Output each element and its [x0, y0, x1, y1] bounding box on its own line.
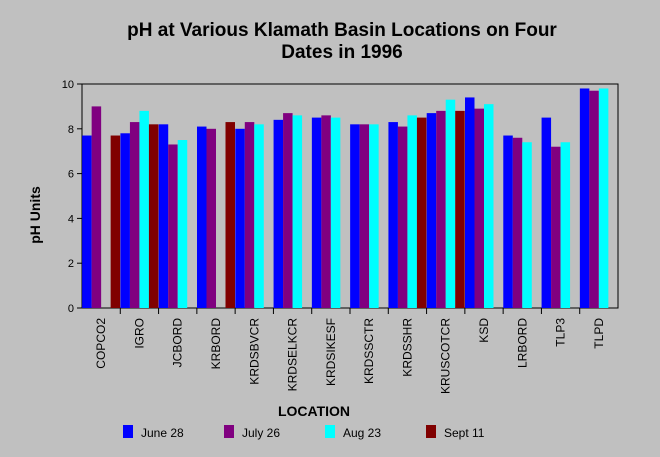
y-tick-label: 0 [68, 303, 74, 315]
legend-swatch [426, 425, 436, 438]
bar-june-28-lrbord [503, 135, 513, 308]
bar-aug-23-lrbord [522, 142, 532, 308]
bar-july-26-tlpd [589, 90, 599, 308]
bar-june-28-jcbord [158, 124, 169, 308]
y-tick-label: 6 [68, 169, 74, 181]
bar-aug-23-jcbord [177, 140, 188, 308]
bar-aug-23-tlp3 [560, 142, 571, 308]
x-tick-label: KSD [477, 318, 491, 343]
bar-june-28-krdsshr [388, 122, 398, 308]
bar-sept-11-krbord [225, 122, 235, 308]
bar-aug-23-krdselkcr [292, 115, 303, 308]
x-tick-label: KRDSIKESF [324, 318, 338, 386]
x-tick-label: KRUSCOTCR [439, 318, 453, 394]
x-tick-label: IGRO [132, 318, 146, 349]
bar-aug-23-krdsshr [407, 115, 417, 308]
bar-july-26-krdselkcr [283, 113, 293, 309]
bar-aug-23-ksd [484, 104, 494, 308]
bar-june-28-tlp3 [541, 117, 552, 308]
bar-july-26-copco2 [91, 106, 102, 309]
bar-june-28-krdsikesf [311, 117, 322, 308]
bar-aug-23-igro [139, 110, 149, 308]
bar-june-28-krdssctr [350, 124, 360, 308]
x-tick-label: JCBORD [171, 318, 185, 368]
bar-june-28-kruscotcr [426, 113, 437, 309]
bar-aug-23-kruscotcr [445, 99, 456, 309]
x-axis-title: LOCATION [278, 403, 350, 419]
bar-sept-11-copco2 [110, 135, 121, 308]
y-axis: 0 2 4 6 8 10 [62, 79, 82, 315]
x-tick-label: KRDSSHR [400, 318, 414, 377]
bar-aug-23-krdsikesf [330, 117, 341, 308]
legend-label: Sept 11 [444, 426, 485, 440]
bar-june-28-ksd [465, 97, 475, 308]
category-labels: COPCO2 IGRO JCBORD KRBORD KRDSBVCR KRDSELKCR K… [94, 318, 606, 394]
chart-title-line-1: pH at Various Klamath Basin Locations on… [127, 20, 557, 41]
x-tick-label: TLPD [592, 318, 606, 349]
bar-series-group [82, 88, 609, 309]
legend-label: July 26 [242, 426, 280, 440]
y-tick-label: 10 [62, 79, 74, 91]
legend-swatch [224, 425, 234, 438]
legend-swatch [325, 425, 335, 438]
bar-july-26-jcbord [168, 144, 178, 308]
bar-july-26-igro [129, 122, 140, 308]
x-tick-label: LRBORD [515, 318, 529, 368]
bar-july-26-kruscotcr [436, 110, 446, 308]
y-axis-title: pH Units [27, 186, 43, 244]
bar-july-26-ksd [474, 108, 484, 308]
y-tick-label: 2 [68, 258, 74, 270]
x-tick-label: KRBORD [209, 318, 223, 370]
bar-sept-11-kruscotcr [455, 110, 465, 308]
bar-aug-23-krdssctr [369, 124, 379, 308]
x-tick-label: KRDSBVCR [247, 318, 261, 385]
chart-title-line-2: Dates in 1996 [281, 42, 402, 63]
legend-swatch [123, 425, 133, 438]
x-tick-label: KRDSELKCR [286, 318, 300, 392]
bar-july-26-krdsbvcr [244, 122, 255, 308]
bar-july-26-krdsshr [397, 126, 408, 308]
bar-sept-11-krdsshr [416, 117, 427, 308]
bar-june-28-krdselkcr [273, 119, 284, 308]
legend-label: Aug 23 [343, 426, 381, 440]
y-tick-label: 8 [68, 124, 74, 136]
bar-july-26-krdssctr [359, 124, 370, 308]
bar-june-28-tlpd [579, 88, 590, 308]
x-tick-label: COPCO2 [94, 318, 108, 369]
bar-june-28-copco2 [82, 135, 92, 308]
bar-june-28-krdsbvcr [235, 128, 245, 308]
bar-july-26-lrbord [512, 137, 523, 308]
legend: June 28 July 26 Aug 23 Sept 11 [123, 425, 485, 440]
bar-july-26-tlp3 [551, 146, 561, 308]
bar-july-26-krbord [206, 128, 216, 308]
bar-aug-23-tlpd [598, 88, 609, 308]
x-tick-label: TLP3 [554, 318, 568, 347]
x-tick-label: KRDSSCTR [362, 318, 376, 384]
bar-june-28-krbord [197, 126, 207, 308]
y-tick-label: 4 [68, 213, 74, 225]
x-axis [119, 308, 581, 314]
bar-aug-23-krdsbvcr [254, 124, 264, 308]
bar-june-28-igro [120, 133, 130, 308]
bar-sept-11-igro [148, 124, 159, 308]
bar-july-26-krdsikesf [321, 115, 331, 308]
legend-label: June 28 [141, 426, 184, 440]
